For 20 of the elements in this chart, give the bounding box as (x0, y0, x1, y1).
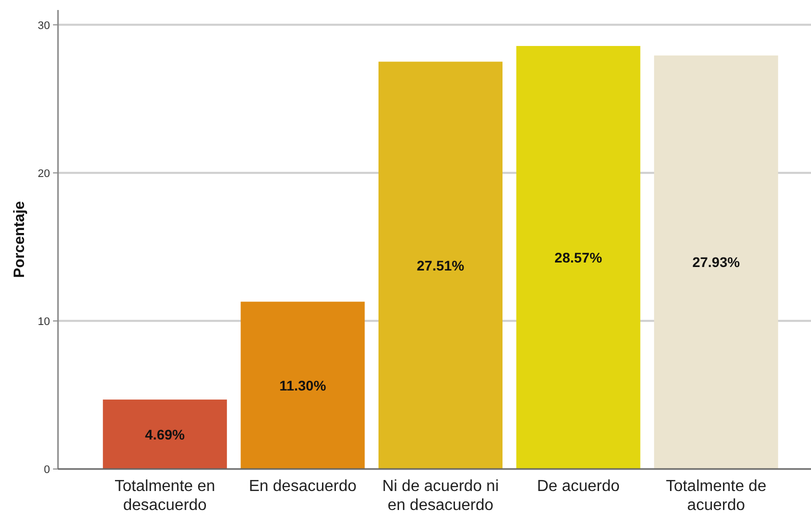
x-tick-label: Totalmente de acuerdo (666, 478, 766, 514)
data-label: 4.69% (145, 426, 186, 442)
y-tick-label: 20 (38, 168, 50, 180)
y-axis-title: Porcentaje (11, 201, 28, 278)
data-label: 11.30% (279, 377, 327, 394)
data-label: 27.93% (692, 254, 740, 270)
bar (654, 55, 778, 469)
y-tick-label: 10 (38, 316, 50, 328)
data-label: 27.51% (416, 257, 465, 274)
bar (378, 62, 503, 469)
x-tick-label: En desacuerdo (248, 478, 357, 495)
y-tick-label: 30 (38, 20, 50, 32)
y-tick-label: 0 (44, 464, 50, 476)
x-tick-label: Ni de acuerdo ni en desacuerdo (382, 478, 499, 514)
x-tick-label: Totalmente en desacuerdo (114, 478, 216, 514)
bar (240, 302, 365, 469)
data-label: 28.57% (554, 249, 603, 266)
x-tick-label: De acuerdo (536, 478, 620, 495)
bar (102, 400, 227, 469)
bar (516, 46, 640, 469)
